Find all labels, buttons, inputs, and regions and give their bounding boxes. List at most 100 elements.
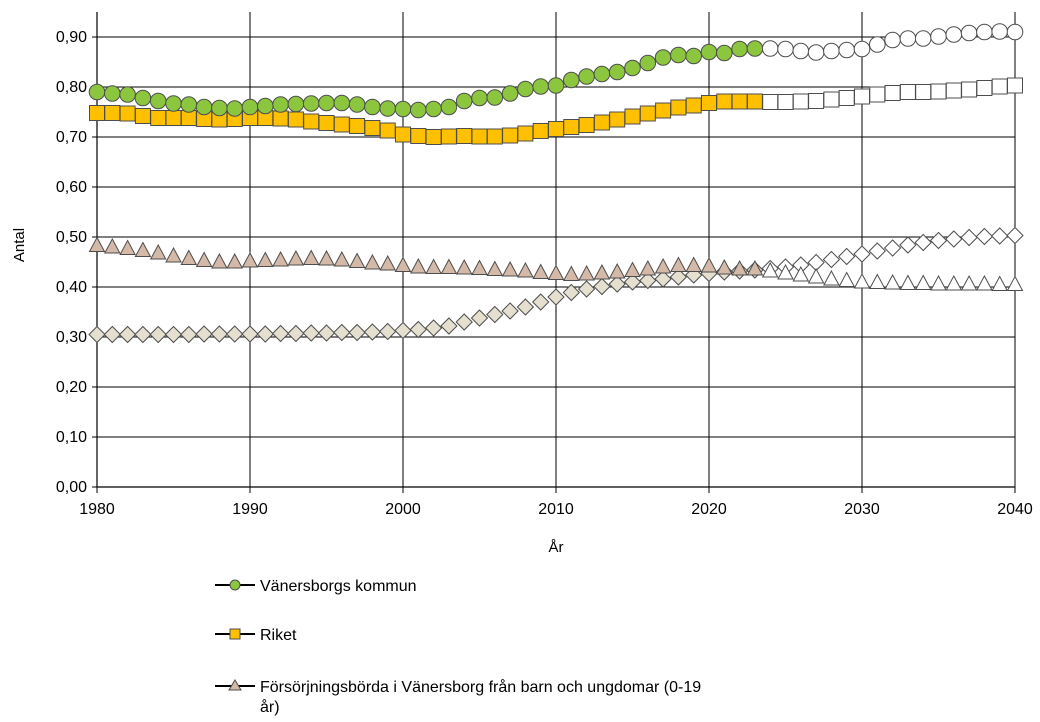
data-point-triangle (134, 241, 152, 257)
data-point-square (961, 81, 978, 98)
data-point-triangle (149, 243, 167, 260)
data-point-circle (318, 94, 335, 112)
data-point-triangle (195, 251, 213, 267)
data-point-diamond (669, 268, 688, 286)
data-point-diamond (180, 325, 198, 344)
data-point-circle (807, 44, 825, 61)
legend-label: Riket (260, 627, 297, 644)
data-point-square (670, 99, 687, 116)
data-point-circle (700, 43, 718, 61)
data-point-circle (899, 30, 917, 47)
data-point-square (532, 123, 549, 139)
data-point-circle (777, 40, 794, 58)
data-point-circle (410, 101, 427, 119)
data-point-circle (425, 100, 442, 118)
data-point-square (991, 78, 1008, 95)
legend-circle-icon (229, 579, 241, 591)
legend-square-icon (229, 628, 241, 640)
data-point-circle (578, 68, 595, 85)
data-point-circle (532, 78, 550, 95)
data-point-triangle (88, 236, 106, 252)
data-point-circle (119, 86, 136, 103)
data-point-circle (731, 40, 748, 58)
data-point-diamond (210, 325, 229, 343)
data-point-circle (287, 95, 305, 113)
x-tick-label: 2010 (538, 501, 574, 518)
data-point-diamond (868, 242, 887, 260)
data-point-diamond (134, 325, 152, 344)
data-point-triangle (654, 257, 672, 274)
data-point-circle (991, 23, 1009, 40)
data-point-circle (394, 100, 412, 118)
data-point-triangle (945, 274, 963, 291)
data-point-square (349, 118, 366, 134)
data-point-square (303, 113, 320, 130)
x-tick-label: 2020 (691, 501, 727, 518)
data-point-circle (165, 95, 182, 112)
data-point-triangle (409, 257, 427, 274)
data-point-circle (471, 89, 488, 107)
data-point-circle (654, 49, 672, 66)
data-point-triangle (256, 251, 274, 267)
data-point-circle (455, 92, 473, 110)
data-point-circle (241, 98, 259, 116)
data-point-diamond (623, 273, 642, 291)
data-point-diamond (822, 250, 841, 269)
data-point-square (318, 115, 335, 131)
data-point-square (639, 105, 656, 122)
data-point-square (655, 102, 672, 119)
data-point-square (486, 128, 503, 145)
data-point-triangle (180, 249, 198, 265)
data-point-circle (930, 28, 947, 45)
data-point-square (685, 97, 702, 114)
data-point-diamond (88, 325, 106, 344)
data-point-diamond (424, 319, 443, 337)
x-tick-label: 1990 (232, 501, 268, 518)
data-point-circle (746, 40, 764, 57)
data-point-diamond (593, 277, 611, 296)
data-point-diamond (1006, 226, 1024, 245)
y-tick-label: 0,90 (56, 29, 87, 46)
data-point-triangle (884, 273, 901, 290)
data-point-circle (639, 54, 657, 72)
data-point-circle (976, 23, 993, 41)
data-point-triangle (838, 271, 856, 287)
data-point-square (701, 95, 717, 111)
data-point-triangle (914, 274, 932, 290)
data-point-circle (88, 83, 106, 101)
x-tick-label: 1980 (79, 501, 115, 518)
data-point-diamond (409, 320, 428, 339)
data-point-triangle (823, 269, 840, 286)
data-point-diamond (118, 325, 137, 344)
data-point-circle (1006, 23, 1024, 41)
data-point-square (165, 110, 182, 126)
data-point-triangle (562, 265, 580, 281)
data-point-triangle (899, 274, 917, 290)
data-point-circle (302, 95, 320, 112)
data-point-square (869, 86, 886, 103)
data-point-triangle (394, 256, 412, 272)
data-point-circle (960, 24, 978, 42)
data-point-triangle (608, 262, 626, 279)
data-point-circle (211, 99, 228, 117)
data-point-circle (869, 36, 886, 53)
data-point-diamond (960, 228, 978, 247)
data-point-circle (761, 40, 779, 57)
data-point-circle (838, 41, 856, 59)
data-point-diamond (975, 227, 994, 246)
data-point-diamond (899, 236, 917, 254)
data-point-diamond (271, 324, 290, 343)
data-point-triangle (777, 263, 794, 280)
data-point-square (272, 110, 289, 127)
data-point-square (134, 108, 151, 124)
x-tick-label: 2040 (997, 501, 1033, 518)
x-tick-label: 2030 (844, 501, 880, 518)
x-axis-title: År (549, 539, 564, 556)
data-point-diamond (837, 247, 856, 266)
data-point-circle (226, 100, 243, 117)
data-point-diamond (149, 325, 167, 344)
data-point-square (502, 127, 519, 144)
data-point-circle (945, 26, 963, 43)
data-point-square (456, 128, 473, 144)
